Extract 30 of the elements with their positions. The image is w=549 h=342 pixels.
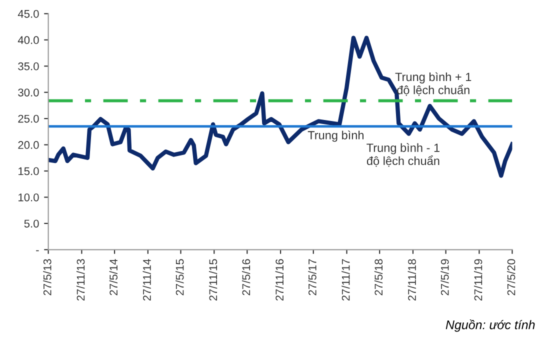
x-tick-label: 27/5/16 bbox=[242, 259, 250, 296]
ref-line-label: Trung bình bbox=[308, 130, 364, 142]
x-tick-label: 27/11/13 bbox=[76, 259, 85, 301]
y-tick-label: 5.0 bbox=[24, 220, 39, 228]
y-tick-label: 30.0 bbox=[18, 88, 39, 96]
x-tick-label: 27/11/14 bbox=[142, 259, 151, 301]
text: Nguồn: ước tính bbox=[446, 320, 535, 332]
x-tick-label: 27/11/15 bbox=[208, 259, 218, 301]
y-tick-label: 20.0 bbox=[18, 141, 39, 149]
x-tick-label: 27/5/19 bbox=[440, 259, 449, 296]
x-tick-label: 27/5/13 bbox=[43, 259, 52, 296]
x-tick-label: 27/5/18 bbox=[374, 259, 383, 296]
x-tick-label: 27/5/20 bbox=[507, 259, 516, 296]
x-tick-label: 27/11/16 bbox=[275, 259, 284, 301]
line-series bbox=[48, 36, 512, 178]
y-tick-label: 10.0 bbox=[18, 193, 39, 202]
x-tick-label: 27/5/15 bbox=[176, 259, 184, 296]
y-tick-label: 35.0 bbox=[18, 62, 39, 70]
y-tick-label: 45.0 bbox=[18, 10, 39, 18]
x-tick-label: 27/5/14 bbox=[109, 259, 118, 296]
x-tick-label: 27/11/17 bbox=[342, 259, 350, 301]
y-tick-label: - bbox=[36, 250, 39, 252]
y-tick-label: 25.0 bbox=[18, 114, 39, 123]
y-tick-label: 40.0 bbox=[18, 36, 39, 44]
x-tick-label: 27/11/18 bbox=[408, 259, 416, 301]
y-tick-label: 15.0 bbox=[18, 167, 39, 176]
x-tick-label: 27/5/17 bbox=[308, 259, 316, 296]
annotation: Trung bình - 1 độ lệch chuẩn bbox=[366, 143, 440, 167]
x-tick-label: 27/11/19 bbox=[474, 259, 482, 301]
ref-line-label: Trung bình + 1 độ lệch chuẩn bbox=[395, 72, 472, 96]
